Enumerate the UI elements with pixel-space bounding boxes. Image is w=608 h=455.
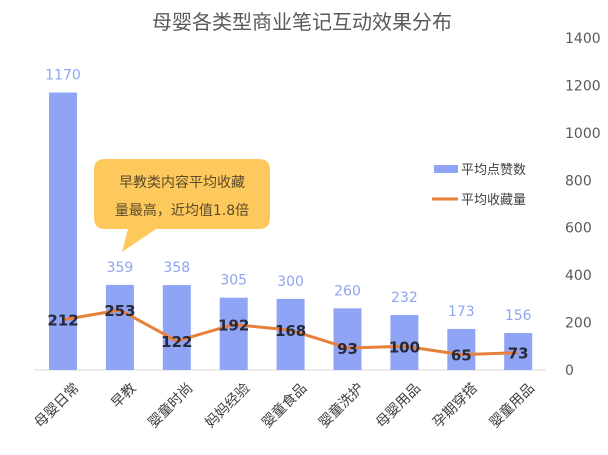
- x-tick-label: 妈妈经验: [202, 380, 253, 431]
- bar-value-label: 1170: [45, 68, 81, 84]
- bar-series: [49, 92, 533, 371]
- callout-text-line1: 早教类内容平均收藏: [119, 174, 245, 191]
- line-value-label: 73: [508, 345, 529, 363]
- line-value-label: 192: [218, 316, 249, 334]
- x-tick-label: 婴童食品: [259, 380, 311, 432]
- bar[interactable]: [49, 92, 77, 371]
- line-value-label: 168: [275, 322, 306, 340]
- legend-label-likes[interactable]: 平均点赞数: [461, 163, 526, 178]
- bar-value-label: 300: [277, 274, 304, 290]
- bar-value-label: 232: [391, 290, 418, 306]
- y-tick-label: 1400: [565, 31, 601, 47]
- line-value-label: 100: [389, 338, 420, 356]
- bar[interactable]: [447, 328, 476, 370]
- bar[interactable]: [162, 285, 191, 370]
- x-tick-label: 婴童用品: [486, 380, 538, 432]
- x-tick-label: 母婴用品: [373, 380, 424, 431]
- line-value-label: 65: [451, 347, 472, 365]
- legend[interactable]: 平均点赞数 平均收藏量: [432, 163, 526, 208]
- y-tick-label: 1200: [565, 78, 601, 94]
- y-tick-label: 1000: [565, 126, 601, 142]
- line-series: [62, 308, 519, 357]
- line-value-label: 253: [104, 302, 135, 320]
- callout-text-line2: 量最高，近均值1.8倍: [115, 202, 249, 219]
- chart-title: 母婴各类型商业笔记互动效果分布: [152, 10, 452, 34]
- bar-value-label: 305: [220, 273, 247, 289]
- bar-value-label: 260: [334, 283, 361, 299]
- line-data-labels: 212 253 122 192 168 93 100 65 73: [47, 302, 528, 365]
- y-axis: 0 200 400 600 800 1000 1200 1400: [565, 31, 601, 379]
- x-tick-label: 早教: [108, 380, 139, 411]
- line-value-label: 122: [161, 333, 192, 351]
- x-tick-label: 婴童洗护: [315, 380, 367, 432]
- x-tick-label: 婴童时尚: [145, 380, 197, 432]
- bar[interactable]: [219, 297, 248, 370]
- y-tick-label: 400: [565, 268, 592, 284]
- y-tick-label: 600: [565, 221, 592, 237]
- x-tick-label: 母婴日常: [32, 380, 83, 431]
- bar-data-labels: 1170 359 358 305 300 260 232 173 156: [45, 68, 531, 324]
- bar[interactable]: [105, 284, 134, 370]
- bar-value-label: 359: [107, 260, 134, 276]
- bar-value-label: 173: [448, 304, 475, 320]
- legend-label-favorites[interactable]: 平均收藏量: [461, 193, 526, 208]
- y-tick-label: 800: [565, 173, 592, 189]
- bar-value-label: 156: [505, 308, 532, 324]
- line-value-label: 212: [47, 312, 78, 330]
- y-tick-label: 0: [565, 363, 574, 379]
- legend-swatch-bar: [434, 165, 458, 173]
- callout-bubble: [94, 159, 270, 252]
- annotation-callout: 早教类内容平均收藏 量最高，近均值1.8倍: [94, 159, 270, 252]
- x-axis-labels: 母婴日常 早教 婴童时尚 妈妈经验 婴童食品 婴童洗护 母婴用品 孕期穿搭 婴童用品: [32, 380, 538, 432]
- favorites-line[interactable]: [62, 308, 519, 357]
- line-value-label: 93: [337, 340, 358, 358]
- y-tick-label: 200: [565, 316, 592, 332]
- x-tick-label: 孕期穿搭: [430, 380, 481, 431]
- bar[interactable]: [390, 314, 419, 370]
- bar[interactable]: [333, 308, 362, 370]
- bar-value-label: 358: [163, 260, 190, 276]
